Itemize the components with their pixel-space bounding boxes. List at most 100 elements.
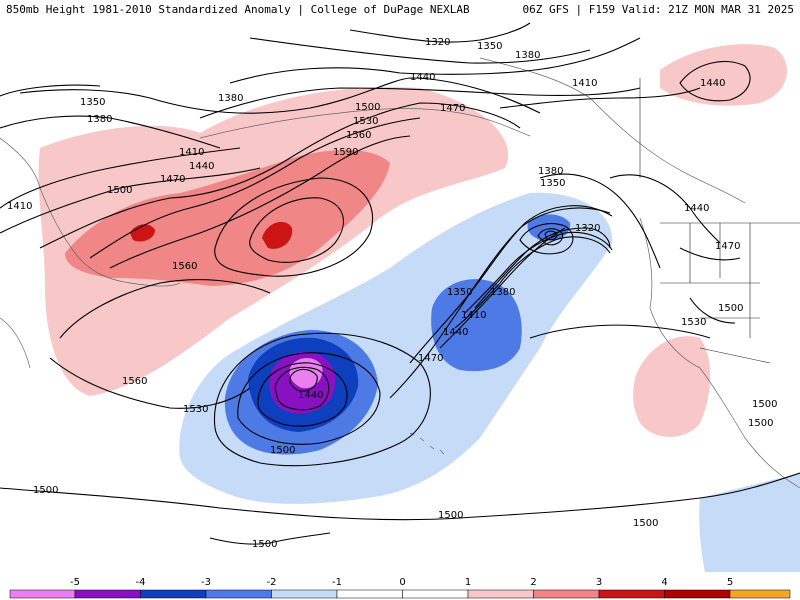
- contour-label: 1320: [425, 37, 450, 48]
- contour-1440-ne: [679, 60, 751, 102]
- contour-1410-ene: [454, 236, 611, 329]
- product-title: 850mb Height 1981-2010 Standardized Anom…: [6, 2, 470, 16]
- color-scale-legend: -5 -4 -3 -2 -1 0 1 2 3 4 5: [9, 577, 791, 599]
- contour-label: 1410: [7, 201, 32, 212]
- contour-1410-west: [0, 147, 241, 209]
- contour-label: 1410: [461, 310, 486, 321]
- legend-tick-label: 1: [465, 577, 471, 588]
- contour-1440-west: [0, 167, 261, 234]
- coastlines: [0, 57, 800, 489]
- north-america-coast: [639, 217, 800, 489]
- pos3-cell-central: [262, 221, 293, 249]
- contour-label: 1500: [438, 510, 463, 521]
- contour-1260-ene: [544, 230, 558, 241]
- contour-1380-west: [0, 115, 221, 149]
- legend-tick-label: -4: [136, 577, 146, 588]
- contour-1350-west: [0, 84, 101, 97]
- contour-label: 1560: [346, 130, 371, 141]
- contour-1410-north: [199, 87, 641, 119]
- contour-label: 1440: [298, 390, 323, 401]
- contour-label: 1500: [252, 539, 277, 550]
- contour-1500-west: [89, 117, 421, 259]
- contour-1410-low: [274, 366, 330, 411]
- contour-label: 1530: [353, 116, 378, 127]
- contour-label: 1410: [572, 78, 597, 89]
- neg2-region-east: [431, 279, 522, 372]
- contour-1530-west: [49, 357, 251, 409]
- legend-tick-label: 2: [530, 577, 536, 588]
- legend-tick-label: -3: [201, 577, 211, 588]
- legend-tick-label: 5: [727, 577, 733, 588]
- contour-1440-low: [257, 362, 348, 427]
- contour-label: 1500: [752, 399, 777, 410]
- contour-label: 1530: [681, 317, 706, 328]
- contour-label: 1500: [33, 485, 58, 496]
- legend-swatch: [533, 589, 600, 599]
- contour-1320-north: [349, 22, 531, 43]
- legend-ticks: -5 -4 -3 -2 -1 0 1 2 3 4 5: [70, 577, 733, 588]
- legend-swatch: [336, 589, 403, 599]
- contour-label: 1590: [333, 147, 358, 158]
- hawaii: [409, 432, 445, 455]
- legend-tick-label: 0: [399, 577, 405, 588]
- contour-1410-east: [539, 173, 661, 269]
- us-mexico-border: [699, 347, 771, 364]
- contour-1350-ene: [474, 227, 611, 309]
- contour-label: 1410: [179, 147, 204, 158]
- legend-swatch: [9, 589, 76, 599]
- contour-label: 1440: [684, 203, 709, 214]
- contour-label: 1530: [183, 404, 208, 415]
- contour-label: 1470: [715, 241, 740, 252]
- contour-1290-ene: [537, 228, 564, 246]
- legend-tick-label: -1: [332, 577, 342, 588]
- contour-1560-sw: [59, 279, 271, 339]
- contour-label: 1380: [87, 114, 112, 125]
- contour-1440-ene: [439, 227, 566, 349]
- legend-tick-label: -2: [267, 577, 277, 588]
- contour-label: 1500: [718, 303, 743, 314]
- legend-swatch: [467, 589, 534, 599]
- contour-label: 1440: [410, 72, 435, 83]
- legend-swatch: [271, 589, 338, 599]
- aleutian-chain: [199, 108, 531, 139]
- contour-1380-low: [289, 368, 318, 392]
- asia-coast: [0, 137, 181, 369]
- contour-label: 1470: [440, 103, 465, 114]
- contour-1530-east: [529, 324, 711, 339]
- contour-1410-ne: [499, 87, 701, 109]
- legend-swatch: [598, 589, 665, 599]
- contour-label: 1380: [515, 50, 540, 61]
- contour-label: 1350: [447, 287, 472, 298]
- legend-swatch: [402, 589, 469, 599]
- contour-1470-east: [679, 247, 741, 261]
- contour-1320-ene: [519, 223, 574, 255]
- contour-label: 1500: [355, 102, 380, 113]
- pos3-cell-west: [130, 224, 155, 242]
- contour-label: 1440: [189, 161, 214, 172]
- contour-label: 1380: [490, 287, 515, 298]
- contour-1500-east: [689, 297, 736, 324]
- contour-label: 1440: [700, 78, 725, 89]
- contour-1590-high: [249, 197, 344, 263]
- contour-1380-north: [229, 37, 641, 84]
- model-run-valid-time: 06Z GFS | F159 Valid: 21Z MON MAR 31 202…: [522, 2, 794, 16]
- contour-label: 1380: [218, 93, 243, 104]
- contour-label: 1380: [538, 166, 563, 177]
- contour-1470-west: [39, 102, 521, 249]
- legend-tick-label: -5: [70, 577, 80, 588]
- contour-1380-ene: [464, 231, 613, 314]
- contour-label: 1500: [633, 518, 658, 529]
- contour-1500-low: [213, 332, 431, 467]
- contour-1500-south: [0, 472, 800, 521]
- contour-label: 1500: [748, 418, 773, 429]
- contour-label: 1470: [160, 174, 185, 185]
- contour-labels: 1320 1350 1380 1410 1440 1350 1380 1410 …: [7, 37, 777, 550]
- height-contours: [0, 22, 800, 545]
- contour-1350-north: [249, 37, 591, 64]
- contour-label: 1560: [172, 261, 197, 272]
- contour-1470-ene: [409, 205, 613, 364]
- contour-label: 1320: [575, 223, 600, 234]
- legend-bar: [9, 589, 791, 599]
- contour-1560-high: [214, 177, 374, 277]
- anomaly-map: 1320 1350 1380 1410 1440 1350 1380 1410 …: [0, 18, 800, 572]
